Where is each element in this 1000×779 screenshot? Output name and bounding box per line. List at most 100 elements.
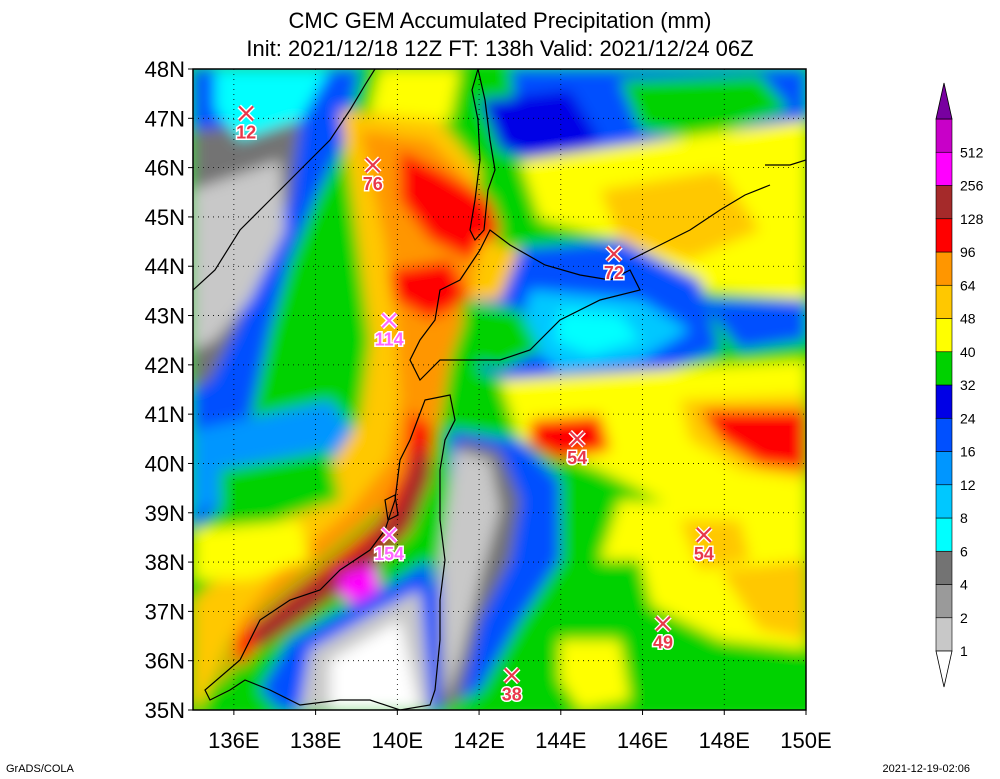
y-tick-label: 37N: [145, 599, 185, 624]
y-tick-label: 45N: [145, 205, 185, 230]
colorbar-swatch: [935, 417, 953, 452]
max-value-label: 76: [363, 174, 383, 194]
colorbar-label: 128: [960, 211, 984, 227]
colorbar-swatch: [935, 284, 953, 319]
y-tick-label: 44N: [145, 254, 185, 279]
x-mark-icon: [503, 667, 520, 684]
map-frame: [192, 68, 807, 711]
x-mark-icon: [696, 527, 712, 543]
x-mark-icon: [381, 312, 397, 329]
max-value-label: 54: [567, 448, 587, 468]
y-tick-label: 40N: [145, 451, 185, 476]
credit-label: GrADS/COLA: [6, 763, 74, 775]
colorbar-swatch: [935, 118, 953, 153]
colorbar-label: 16: [960, 444, 976, 460]
latitude-axis: 35N 36N 37N 38N 39N 40N 41N 42N 43N 44N 45N 46N 47N 4…: [145, 57, 193, 723]
x-tick-label: 148E: [699, 728, 750, 753]
x-mark-icon: [381, 527, 397, 543]
x-tick-label: 138E: [290, 728, 341, 753]
colorbar-swatch: [935, 617, 953, 652]
colorbar-swatch: [935, 251, 953, 286]
x-tick-label: 136E: [208, 728, 259, 753]
map-subtitle: Init: 2021/12/18 12Z FT: 138h Valid: 202…: [246, 36, 754, 61]
y-tick-label: 47N: [145, 106, 185, 131]
max-value-label: 54: [694, 544, 714, 564]
colorbar-swatch: [935, 318, 953, 353]
colorbar-label: 512: [960, 144, 984, 160]
colorbar-label: 2: [960, 610, 968, 626]
max-value-label: 154: [374, 544, 404, 564]
colorbar-swatch: [935, 351, 953, 386]
y-tick-label: 39N: [145, 501, 185, 526]
y-tick-label: 38N: [145, 550, 185, 575]
max-marker: 114: [373, 311, 405, 351]
x-tick-label: 144E: [535, 728, 586, 753]
map-title: CMC GEM Accumulated Precipitation (mm): [288, 8, 712, 33]
honshu-coastline: [204, 394, 456, 710]
longitude-axis: 136E 138E 140E 142E 144E 146E 148E 150E: [208, 710, 832, 753]
x-mark-icon: [606, 246, 622, 262]
x-mark-icon: [365, 157, 381, 173]
colorbar-swatch: [935, 218, 953, 253]
colorbar-label: 1: [960, 643, 968, 659]
colorbar-label: 6: [960, 543, 968, 559]
y-tick-label: 36N: [145, 649, 185, 674]
y-tick-label: 41N: [145, 402, 185, 427]
colorbar-label: 4: [960, 577, 968, 593]
colorbar-label: 40: [960, 344, 976, 360]
colorbar-swatch: [935, 517, 953, 552]
x-mark-icon: [655, 615, 671, 632]
y-tick-label: 46N: [145, 156, 185, 181]
y-tick-label: 48N: [145, 57, 185, 82]
colorbar-swatch: [935, 151, 953, 186]
colorbar-swatch: [935, 185, 953, 220]
colorbar-label: 8: [960, 510, 968, 526]
max-precip-markers: 12 76 72 114 54 154 54 49 38: [235, 104, 715, 706]
x-tick-label: 146E: [617, 728, 668, 753]
x-mark-icon: [569, 431, 585, 447]
colorbar-swatch: [935, 484, 953, 519]
max-value-label: 12: [236, 122, 256, 142]
max-marker: 38: [500, 666, 523, 706]
colorbar-above-arrow: [935, 82, 953, 120]
x-tick-label: 142E: [453, 728, 504, 753]
max-value-label: 72: [604, 263, 624, 283]
coastlines: [193, 69, 806, 710]
max-marker: 49: [651, 614, 674, 654]
colorbar-swatch: [935, 584, 953, 619]
sakhalin-coastline: [469, 69, 496, 242]
x-mark-icon: [238, 105, 254, 122]
max-value-label: 114: [375, 329, 404, 349]
colorbar-swatch: [935, 384, 953, 419]
hokkaido-coastline: [409, 229, 641, 382]
mainland-coastline: [193, 69, 376, 291]
max-marker: 72: [602, 245, 625, 284]
colorbar-swatch: [935, 451, 953, 486]
max-marker: 54: [692, 526, 715, 565]
max-marker: 12: [235, 104, 258, 144]
colorbar-below-arrow: [935, 650, 953, 688]
x-tick-label: 150E: [780, 728, 831, 753]
y-tick-label: 43N: [145, 304, 185, 329]
colorbar-label: 96: [960, 244, 976, 260]
timestamp-label: 2021-12-19-02:06: [882, 763, 970, 775]
colorbar-label: 48: [960, 311, 976, 327]
colorbar-swatch: [935, 550, 953, 585]
x-tick-label: 140E: [372, 728, 423, 753]
colorbar-label: 32: [960, 377, 976, 393]
kuril-islands-coastline: [629, 184, 771, 261]
max-marker: 54: [566, 430, 589, 469]
max-value-label: 49: [653, 633, 673, 653]
colorbar-label: 12: [960, 477, 976, 493]
colorbar-label: 24: [960, 410, 976, 426]
graticule: [193, 69, 806, 710]
max-value-label: 38: [502, 684, 522, 704]
y-tick-label: 35N: [145, 698, 185, 723]
max-marker: 76: [361, 156, 384, 196]
colorbar-label: 256: [960, 178, 984, 194]
y-tick-label: 42N: [145, 353, 185, 378]
max-marker: 154: [373, 526, 406, 565]
colorbar-label: 64: [960, 277, 976, 293]
